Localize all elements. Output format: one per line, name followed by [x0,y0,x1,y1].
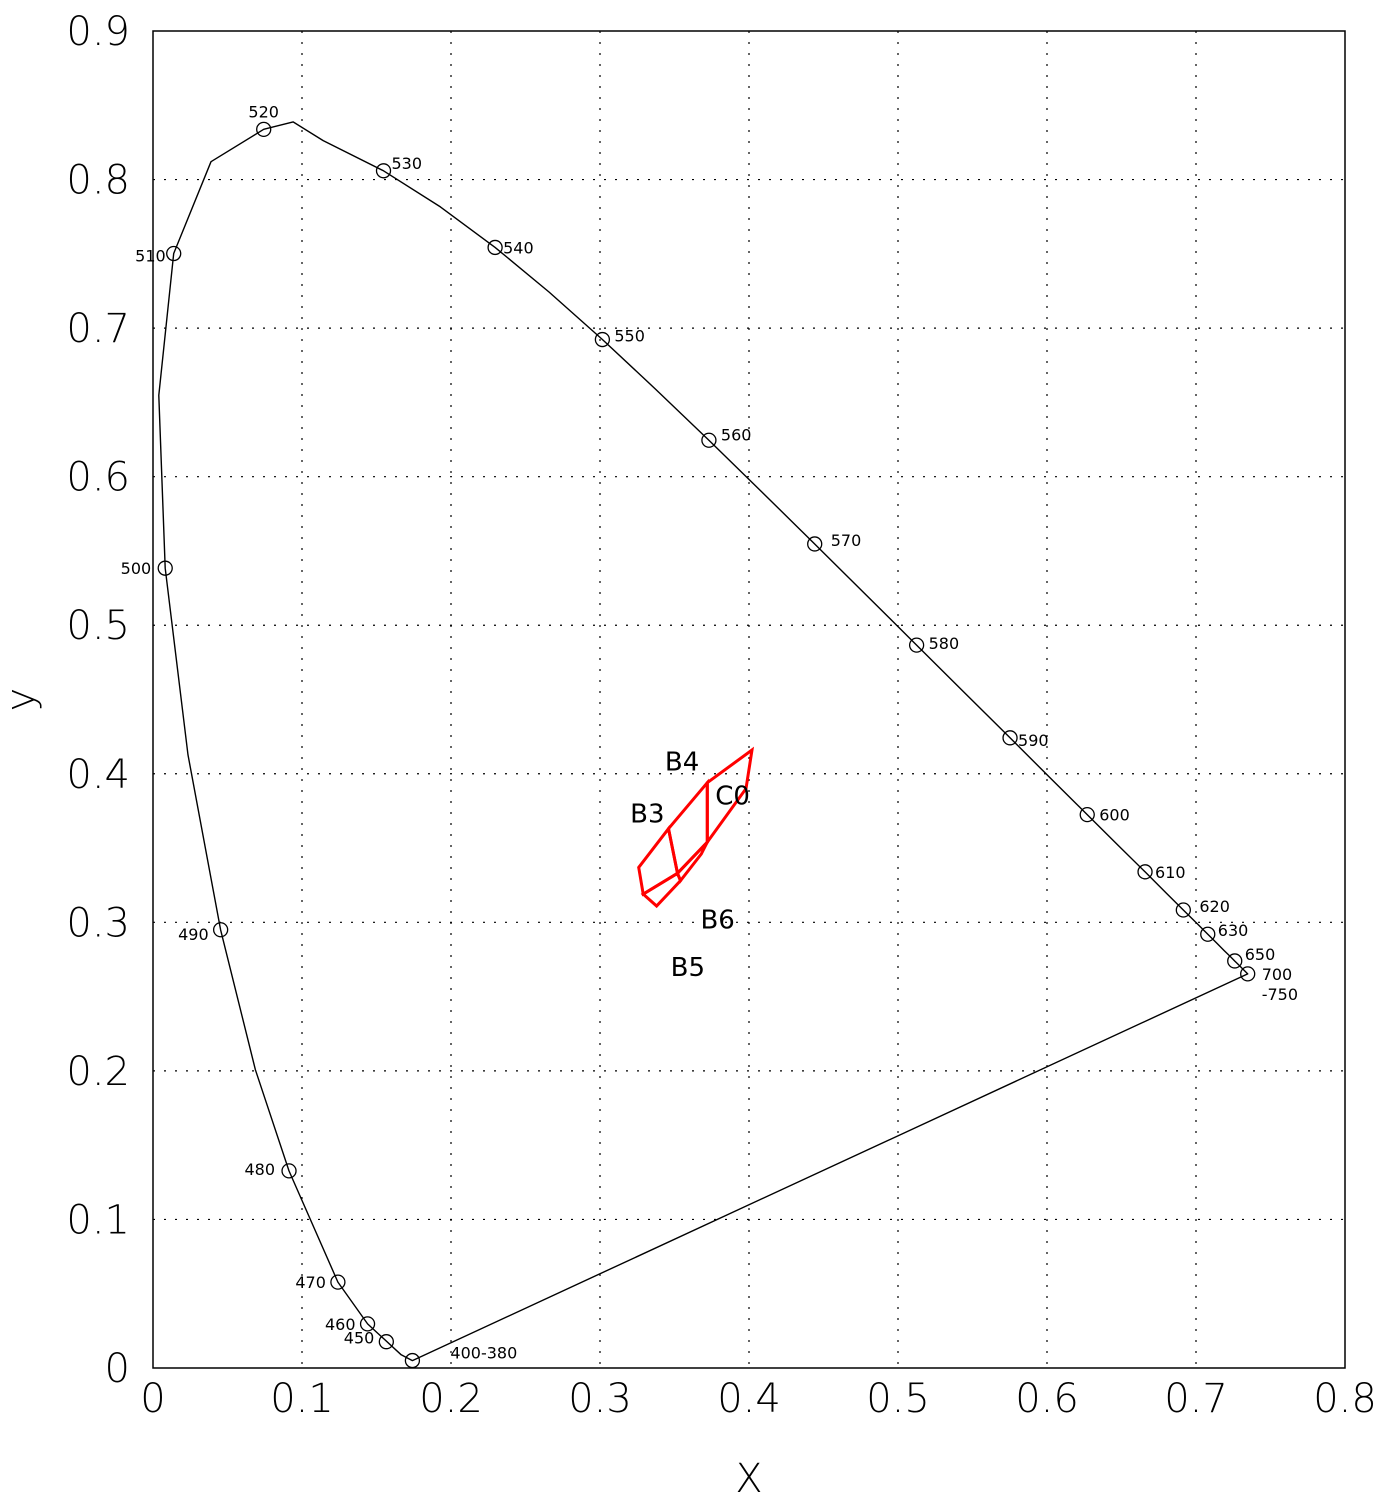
y-tick-label: 0 [105,1346,130,1392]
wavelength-label: 470 [295,1273,326,1292]
tick-labels: 0 0.1 0.2 0.3 0.4 0.5 0.6 0.7 0.8 0 0.1 0.2 0.3 0.4 0.… [66,9,1376,1422]
x-tick-label: 0.2 [419,1376,483,1422]
wavelength-label: 460 [325,1315,356,1334]
wavelength-marker [359,1316,376,1332]
wavelength-label: 560 [721,425,752,444]
wavelength-marker [594,331,611,348]
wavelength-label: 610 [1155,863,1186,882]
x-tick-label: 0.3 [568,1376,632,1422]
wavelength-label: 500 [121,559,152,578]
region-b4-outline [666,778,709,877]
wavelength-label: 580 [929,634,960,653]
wavelength-marker [166,245,182,262]
region-label: B4 [665,748,699,778]
wavelength-marker [1002,730,1018,746]
wavelength-label: 700 -750 [1262,965,1298,1004]
wavelength-marker [487,239,503,256]
wavelength-marker [1137,864,1153,880]
region-label: B6 [700,906,734,936]
y-tick-label: 0.7 [66,306,130,352]
wavelength-marker [1200,926,1216,942]
region-label: C0 [715,782,750,812]
y-tick-label: 0.6 [66,455,130,501]
wavelength-label: 480 [244,1160,275,1179]
x-tick-label: 0.8 [1313,1376,1377,1422]
x-tick-label: 0.6 [1015,1376,1079,1422]
y-axis-title: y [0,688,44,712]
region-b6-outline [675,841,709,884]
x-tick-label: 0.4 [717,1376,781,1422]
wavelength-marker [1227,953,1243,969]
wavelength-label: 650 [1245,945,1276,964]
region-label: B5 [671,953,705,983]
wavelength-label: 490 [178,925,209,944]
wavelength-label: 400-380 [450,1344,517,1363]
wavelength-marker [908,637,925,653]
wavelength-label: 570 [831,531,862,550]
y-tick-label: 0.9 [66,9,130,55]
spectral-locus-curve [158,121,1249,1362]
wavelength-marker [404,1352,421,1369]
region-label: B3 [630,800,664,830]
wavelength-label: 540 [503,238,534,257]
wavelength-label: 450 [344,1329,375,1348]
wavelength-marker [807,536,823,552]
x-axis-title: X [735,1456,762,1499]
y-tick-label: 0.8 [66,158,130,204]
wavelength-marker [701,432,717,448]
wavelength-label: 550 [614,327,645,346]
wavelength-label: 630 [1218,921,1249,940]
y-tick-label: 0.1 [66,1197,130,1243]
wavelength-label: 530 [392,154,423,173]
region-b5-outline [640,871,683,909]
wavelength-marker [281,1163,297,1179]
plot-area-frame [152,30,1346,1369]
grid-lines [153,31,1345,1368]
x-tick-label: 0.7 [1164,1376,1228,1422]
x-tick-label: 0.5 [866,1376,930,1422]
y-tick-label: 0.5 [66,603,130,649]
wavelength-marker [256,121,272,137]
wavelength-label: 590 [1018,731,1049,750]
wavelength-label: 510 [135,247,166,266]
wavelength-marker [378,1334,394,1350]
wavelength-marker [1175,902,1191,918]
wavelength-marker [1079,806,1095,823]
wavelength-marker [157,560,173,576]
wavelength-marker [375,163,392,179]
wavelength-label: 600 [1099,806,1130,825]
x-tick-label: 0.1 [270,1376,334,1422]
wavelength-label: 620 [1199,897,1230,916]
wavelength-marker [330,1274,346,1290]
spectral-locus [158,121,1249,1362]
y-tick-label: 0.4 [66,752,130,798]
wavelength-label: 520 [248,102,279,121]
wavelength-marker [1240,966,1256,982]
region-c0-outline [705,746,755,847]
y-tick-label: 0.2 [66,1049,130,1095]
x-tick-label: 0 [140,1376,165,1422]
wavelength-marker [212,922,229,938]
y-tick-label: 0.3 [66,900,130,946]
